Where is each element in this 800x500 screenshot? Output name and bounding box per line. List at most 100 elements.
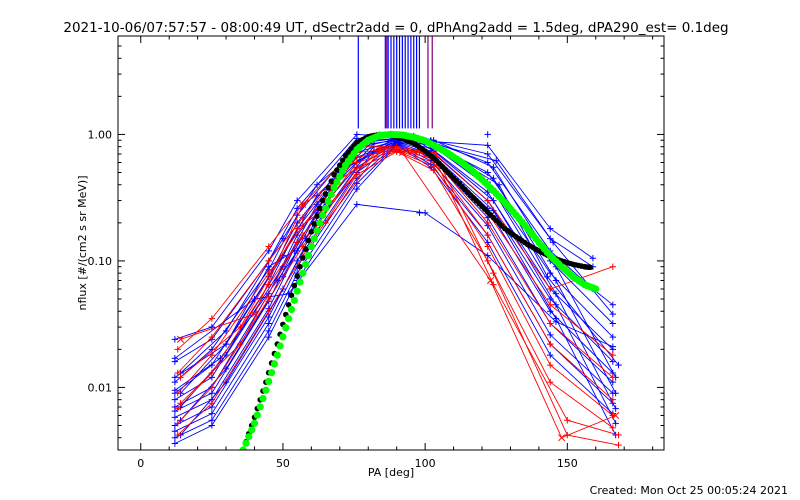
data-point-marker bbox=[265, 269, 272, 277]
black-fit-dot bbox=[328, 178, 335, 184]
green-fit-dot bbox=[333, 178, 341, 186]
data-point-marker bbox=[490, 175, 497, 182]
data-point-marker bbox=[299, 214, 307, 221]
x-tick-label: 50 bbox=[276, 457, 290, 470]
data-point-marker bbox=[490, 197, 497, 204]
data-point-marker bbox=[171, 336, 179, 343]
data-point-marker bbox=[416, 149, 423, 156]
data-point-marker bbox=[421, 209, 429, 217]
blue-trace-line bbox=[174, 139, 614, 378]
data-point-marker bbox=[547, 340, 554, 348]
data-point-marker bbox=[174, 389, 181, 397]
data-point-marker bbox=[299, 231, 307, 239]
data-point-marker bbox=[208, 369, 216, 377]
green-fit-dot bbox=[239, 446, 247, 450]
green-fit-dot bbox=[250, 419, 259, 427]
data-point-marker bbox=[208, 410, 216, 417]
data-point-marker bbox=[609, 333, 617, 341]
data-point-marker bbox=[177, 335, 185, 343]
data-point-marker bbox=[279, 235, 287, 242]
data-point-marker bbox=[174, 405, 181, 412]
data-point-marker bbox=[265, 313, 272, 321]
data-point-marker bbox=[547, 351, 554, 359]
green-fit-dot bbox=[316, 219, 324, 227]
data-point-marker bbox=[609, 374, 617, 381]
data-point-marker bbox=[552, 277, 560, 284]
axes-layer: 0 50 100 150 0.01 0.10 1.00 bbox=[88, 35, 665, 470]
data-point-marker bbox=[612, 389, 619, 397]
data-point-marker bbox=[552, 290, 560, 297]
black-fit-dot bbox=[285, 302, 292, 308]
green-fit-dot bbox=[270, 360, 278, 368]
data-point-marker bbox=[547, 331, 554, 339]
data-point-marker bbox=[484, 150, 491, 158]
data-point-marker bbox=[293, 239, 301, 246]
black-fit-dot bbox=[314, 213, 320, 219]
blue-trace-line bbox=[174, 137, 619, 391]
data-point-marker bbox=[612, 411, 620, 420]
data-point-marker bbox=[547, 285, 554, 293]
blue-trace-line bbox=[174, 143, 614, 432]
chart-title: 2021-10-06/07:57:57 - 08:00:49 UT, dSect… bbox=[63, 20, 728, 36]
black-fit-dot bbox=[288, 292, 295, 299]
data-point-marker bbox=[552, 318, 560, 326]
data-point-marker bbox=[208, 315, 216, 322]
x-tick-label: 100 bbox=[415, 457, 436, 470]
data-point-marker bbox=[171, 387, 179, 394]
green-fit-dot bbox=[268, 369, 276, 377]
data-point-marker bbox=[208, 351, 216, 359]
data-point-marker bbox=[177, 400, 184, 407]
black-fit-dot bbox=[305, 237, 312, 244]
green-fit-dot bbox=[262, 386, 270, 394]
green-fit-dot bbox=[273, 351, 281, 359]
data-point-marker bbox=[299, 200, 307, 208]
plot-frame bbox=[117, 35, 665, 451]
black-fit-dot bbox=[331, 171, 337, 178]
data-point-marker bbox=[547, 225, 554, 232]
green-fit-dot bbox=[265, 377, 273, 385]
red-trace-line bbox=[180, 150, 619, 436]
data-point-marker bbox=[171, 396, 179, 403]
data-point-marker bbox=[547, 361, 554, 369]
data-point-marker bbox=[615, 441, 622, 449]
data-point-marker bbox=[279, 285, 287, 293]
green-fit-dot bbox=[324, 197, 332, 205]
data-point-marker bbox=[171, 355, 179, 362]
data-point-marker bbox=[174, 369, 181, 377]
data-point-marker bbox=[549, 239, 557, 246]
data-point-marker bbox=[265, 263, 272, 270]
data-point-marker bbox=[398, 148, 406, 157]
data-point-marker bbox=[177, 374, 184, 381]
black-fit-dot bbox=[320, 197, 326, 204]
black-fit-dot bbox=[334, 167, 340, 173]
red-trace-line bbox=[177, 146, 613, 350]
green-fit-dot bbox=[296, 278, 304, 286]
green-fit-dot bbox=[253, 411, 261, 419]
data-point-marker bbox=[353, 159, 361, 166]
green-fit-dot bbox=[256, 403, 264, 411]
green-fit-dot bbox=[248, 426, 256, 434]
data-point-marker bbox=[416, 209, 423, 217]
data-point-marker bbox=[484, 243, 491, 250]
data-point-marker bbox=[293, 197, 301, 204]
data-point-marker bbox=[250, 310, 259, 318]
data-point-marker bbox=[222, 351, 230, 359]
black-fit-dot bbox=[308, 229, 315, 235]
black-fit-dot bbox=[339, 157, 346, 164]
green-fit-dot bbox=[322, 204, 330, 212]
data-point-marker bbox=[171, 428, 179, 435]
data-point-marker bbox=[490, 269, 497, 277]
green-fit-dot bbox=[242, 439, 250, 447]
black-fit-dot bbox=[325, 184, 332, 191]
data-point-marker bbox=[265, 243, 272, 250]
data-point-marker bbox=[612, 420, 619, 427]
green-fit-dot bbox=[282, 324, 290, 332]
data-point-marker bbox=[484, 131, 491, 138]
green-fit-dot bbox=[330, 184, 338, 192]
data-point-marker bbox=[265, 295, 272, 303]
data-point-marker bbox=[486, 276, 495, 285]
green-fit-dot bbox=[299, 269, 307, 277]
black-fit-dot bbox=[300, 255, 306, 261]
green-fit-dot bbox=[276, 342, 284, 350]
